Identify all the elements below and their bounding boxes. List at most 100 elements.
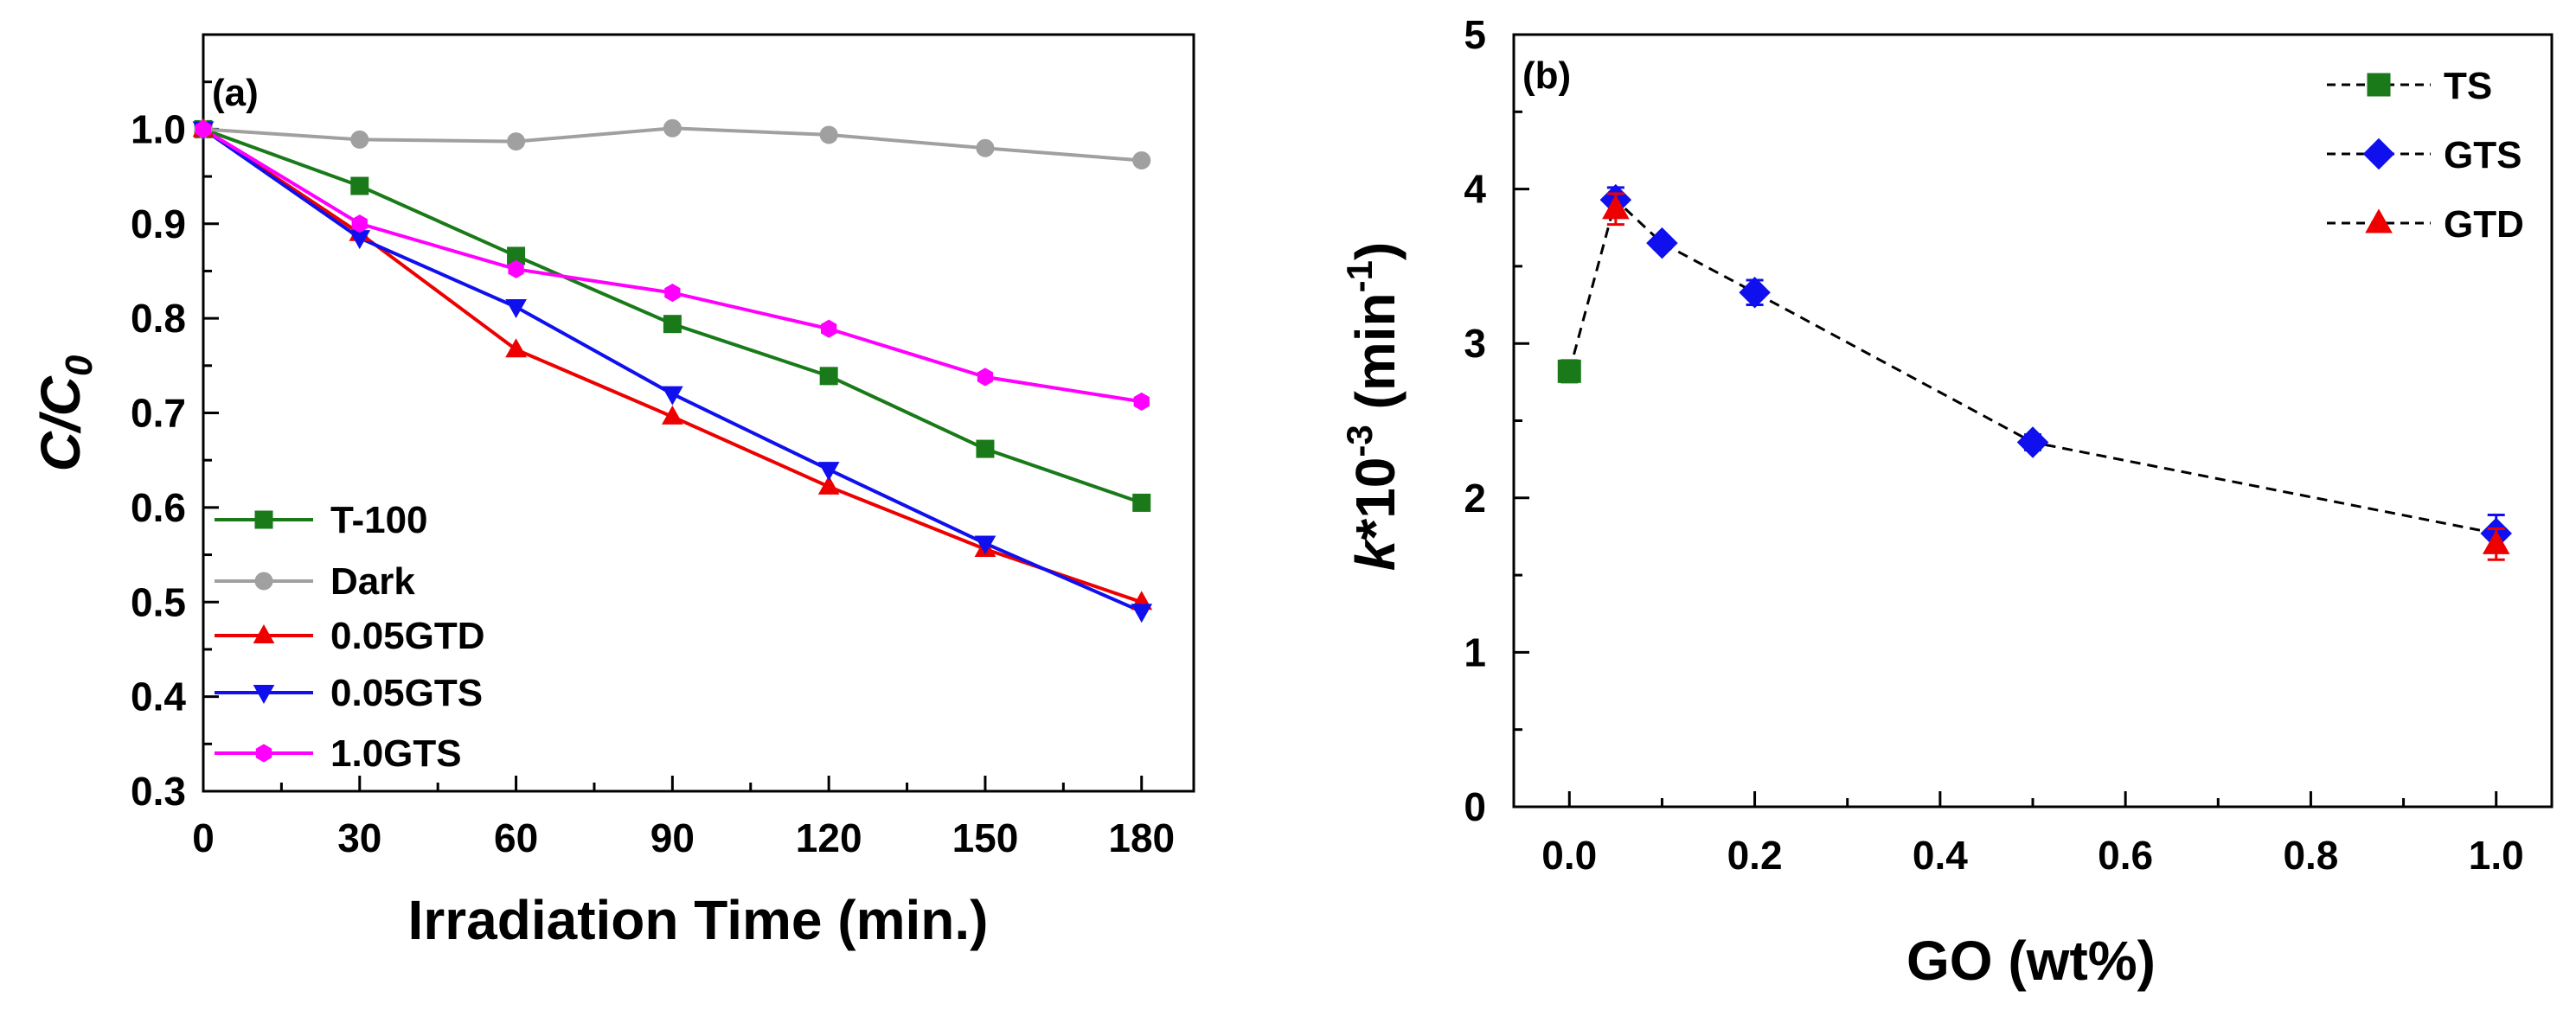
panel-b-trend-line xyxy=(1567,197,2496,535)
legend-marker-t-100 xyxy=(254,510,273,529)
data-point-dark xyxy=(663,118,682,137)
legend-label-t-100: T-100 xyxy=(330,499,428,541)
panel-b-x-axis-title: GO (wt%) xyxy=(1906,930,2156,992)
panel-a-markers xyxy=(192,118,1153,623)
panel-a-ticks: 0 30 60 90 120 150 180 0.3 0.4 0.5 0.6 0.7 0.8 0.9 1.0 xyxy=(131,80,1175,860)
panel-b: 0.0 0.2 0.4 0.6 0.8 1.0 0 1 2 3 4 5 (b) GO (wt%) k*… xyxy=(1339,12,2554,992)
legend-marker-1-0gts xyxy=(255,744,272,763)
data-point-t-100 xyxy=(663,315,682,334)
panel-a-y-tick-label: 0.9 xyxy=(131,201,186,246)
data-point-t-100 xyxy=(350,176,369,195)
data-point-gts xyxy=(1646,227,1678,259)
panel-a-legend: T-100 Dark 0.05GTD 0.05GTS 1.0GTS xyxy=(215,499,485,775)
legend-label-0-05gtd: 0.05GTD xyxy=(330,615,485,657)
panel-b-y-tick-label: 5 xyxy=(1464,12,1486,57)
panel-a-x-tick-label: 180 xyxy=(1108,815,1175,860)
panel-a-x-tick-label: 0 xyxy=(192,815,215,860)
panel-a-x-tick-label: 120 xyxy=(796,815,862,860)
data-point-0-05gts xyxy=(505,299,527,319)
panel-b-frame xyxy=(1512,33,2554,809)
data-point-0-05gts xyxy=(662,386,683,406)
legend-label-1-0gts: 1.0GTS xyxy=(330,732,462,775)
data-point-dark xyxy=(1132,150,1151,169)
data-point-0-05gtd xyxy=(662,405,683,425)
data-point-dark xyxy=(507,132,526,151)
panel-b-label: (b) xyxy=(1522,54,1571,97)
data-point-dark xyxy=(819,125,838,144)
panel-a-y-tick-label: 0.5 xyxy=(131,579,186,624)
legend-label-0-05gts: 0.05GTS xyxy=(330,672,483,714)
panel-b-x-tick-label: 0.0 xyxy=(1541,833,1597,878)
panel-a-x-tick-label: 150 xyxy=(952,815,1019,860)
panel-b-y-title-exp2: -1 xyxy=(1339,260,1380,292)
data-point-0-05gts xyxy=(1131,604,1153,623)
legend-label-gtd: GTD xyxy=(2444,203,2524,246)
data-point-dark xyxy=(350,130,369,149)
trend-line-dashed xyxy=(1567,197,2496,535)
panel-a-x-tick-label: 30 xyxy=(337,815,381,860)
panel-a-y-title-main: C/C xyxy=(29,375,92,471)
panel-a-x-tick-label: 90 xyxy=(650,815,695,860)
legend-marker-0-05gts xyxy=(253,685,275,705)
data-point-1-0gts xyxy=(508,259,524,278)
data-point-dark xyxy=(976,138,995,157)
panel-a-y-tick-label: 0.4 xyxy=(131,674,186,719)
panel-b-y-title-mid: *10 xyxy=(1344,457,1407,540)
panel-b-y-title-exp1: -3 xyxy=(1339,425,1380,457)
panel-b-x-tick-label: 0.8 xyxy=(2283,833,2338,878)
panel-a-y-tick-label: 0.6 xyxy=(131,485,186,530)
legend-marker-gts xyxy=(2362,137,2395,170)
data-point-gts xyxy=(2016,426,2049,458)
panel-b-y-axis-title: k*10-3 (min-1) xyxy=(1339,242,1407,572)
panel-b-y-tick-label: 0 xyxy=(1464,784,1486,829)
series-line-1-0gts xyxy=(202,127,1143,404)
data-point-0-05gts xyxy=(817,462,840,482)
panel-a-y-tick-label: 0.8 xyxy=(131,296,186,341)
panel-b-x-tick-label: 0.6 xyxy=(2098,833,2153,878)
data-point-1-0gts xyxy=(1133,392,1150,411)
panel-b-ticks: 0.0 0.2 0.4 0.6 0.8 1.0 0 1 2 3 4 5 xyxy=(1464,12,2523,878)
data-point-gtd xyxy=(1602,195,1630,220)
data-point-0-05gts xyxy=(974,535,996,555)
panel-b-y-tick-label: 1 xyxy=(1464,630,1486,674)
panel-b-x-tick-label: 1.0 xyxy=(2469,833,2524,878)
data-point-0-05gtd xyxy=(505,338,527,358)
legend-marker-ts xyxy=(2367,73,2391,97)
data-point-1-0gts xyxy=(821,319,837,338)
data-point-1-0gts xyxy=(977,368,994,387)
panel-b-y-title-unit: (min xyxy=(1344,292,1407,425)
data-point-gts xyxy=(1739,277,1771,309)
data-point-1-0gts xyxy=(195,119,212,138)
panel-b-markers xyxy=(1557,183,2512,561)
panel-a-y-tick-label: 0.3 xyxy=(131,769,186,814)
panel-b-legend: TS GTS GTD xyxy=(2327,65,2524,246)
legend-label-ts: TS xyxy=(2444,65,2492,107)
panel-b-y-title-close: ) xyxy=(1344,242,1407,260)
panel-b-y-tick-label: 4 xyxy=(1464,167,1486,212)
panel-b-x-tick-label: 0.4 xyxy=(1913,833,1968,878)
legend-marker-dark xyxy=(254,572,273,591)
data-point-1-0gts xyxy=(664,284,681,303)
data-point-t-100 xyxy=(976,439,995,458)
panel-b-y-title-k: k xyxy=(1344,537,1407,571)
panel-a-label: (a) xyxy=(212,72,259,114)
legend-label-dark: Dark xyxy=(330,560,415,603)
panel-b-x-tick-label: 0.2 xyxy=(1727,833,1783,878)
data-point-0-05gtd xyxy=(817,475,840,495)
panel-a-y-tick-label: 0.7 xyxy=(131,391,186,436)
data-point-ts xyxy=(1557,359,1581,383)
legend-marker-0-05gtd xyxy=(253,623,275,643)
data-point-1-0gts xyxy=(351,214,368,233)
panel-a: 0 30 60 90 120 150 180 0.3 0.4 0.5 0.6 0.7 0.8 0.9 1.0… xyxy=(29,33,1195,951)
panel-a-y-tick-label: 1.0 xyxy=(131,106,186,151)
panel-b-y-tick-label: 2 xyxy=(1464,476,1486,521)
data-point-t-100 xyxy=(1132,493,1151,512)
panel-a-y-title-sub: 0 xyxy=(58,355,100,376)
data-point-t-100 xyxy=(819,367,838,386)
data-point-gtd xyxy=(2482,529,2510,554)
legend-marker-gtd xyxy=(2365,208,2393,233)
panel-b-y-tick-label: 3 xyxy=(1464,321,1486,366)
legend-label-gts: GTS xyxy=(2444,134,2522,176)
